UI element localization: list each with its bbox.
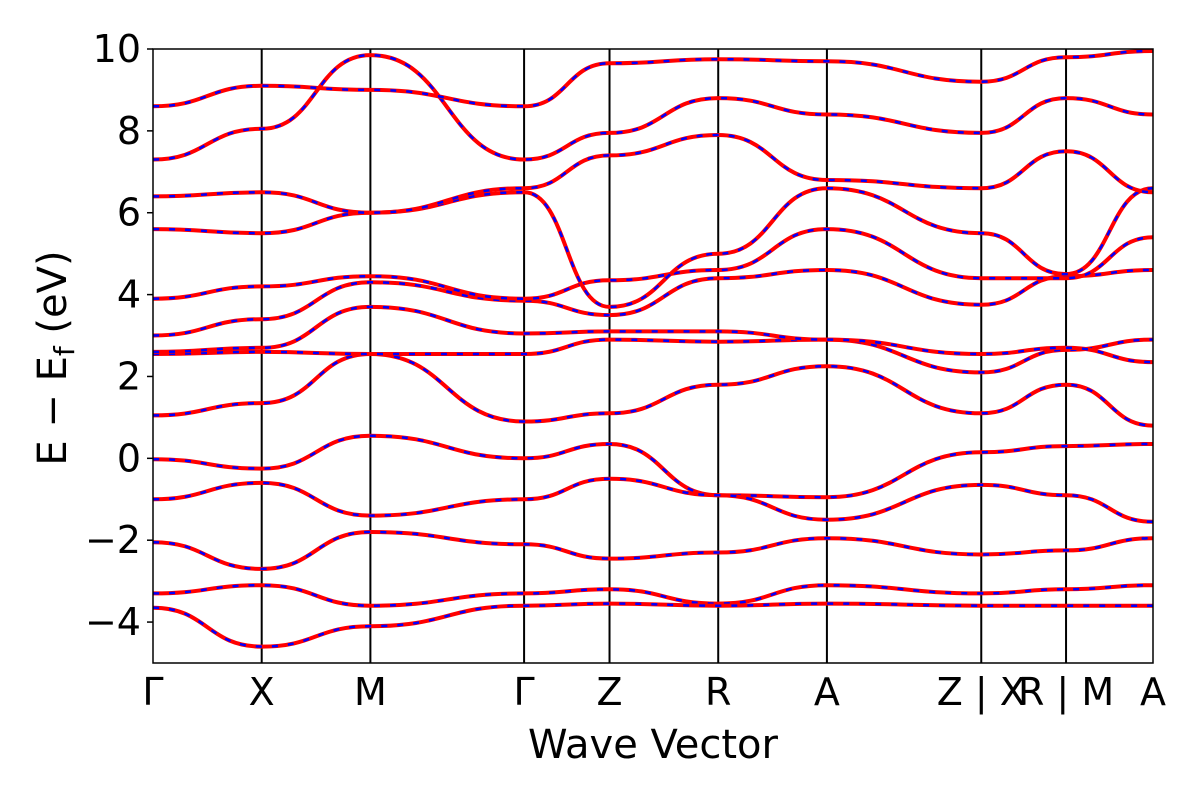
- y-axis-label: E − Ef (eV): [30, 250, 81, 465]
- band-series-line: [153, 337, 1153, 375]
- y-tick-label: 10: [93, 27, 141, 71]
- x-tick-label: R: [705, 670, 731, 714]
- x-tick-label: Z | X: [937, 670, 1026, 715]
- kpoint-lines: [260, 49, 1068, 663]
- x-tick-label: A: [1140, 670, 1166, 714]
- band-series-dash: [153, 133, 1153, 214]
- y-tick-label: 2: [117, 354, 141, 398]
- band-series-dash: [153, 49, 1153, 108]
- y-tick-label: 8: [117, 109, 141, 153]
- y-tick-label: −4: [85, 600, 141, 644]
- x-tick-label: A: [814, 670, 840, 714]
- band-series-dash: [153, 602, 1153, 648]
- band-series-dash: [153, 305, 1153, 364]
- band-series-dash: [153, 352, 1153, 427]
- band-series-line: [153, 476, 1153, 524]
- band-series-line: [153, 352, 1153, 428]
- x-tick-labels: Γ X M Γ Z R A Z | XR | M A: [142, 670, 1166, 715]
- x-tick-label: Γ: [514, 670, 535, 714]
- band-series-line: [153, 530, 1153, 571]
- band-series-line: [153, 601, 1153, 649]
- band-series-line: [153, 433, 1153, 500]
- x-axis-label: Wave Vector: [528, 722, 779, 768]
- band-lines: [153, 49, 1153, 649]
- band-series-dash: [153, 268, 1153, 337]
- x-tick-label: R | M: [1018, 670, 1114, 715]
- band-series-line: [153, 133, 1153, 215]
- y-tick-label: −2: [85, 518, 141, 562]
- band-series-dash: [153, 338, 1153, 374]
- y-axis-label-text: E − Ef (eV): [30, 250, 81, 465]
- y-tick-label: 6: [117, 191, 141, 235]
- y-tick-labels: 10 8 6 4 2 0 −2 −4: [85, 27, 153, 644]
- x-tick-label: X: [249, 670, 275, 714]
- plot-frame: [152, 48, 1154, 664]
- x-tick-label: Z: [596, 670, 622, 714]
- band-series-line: [153, 583, 1153, 608]
- band-series-dash: [153, 477, 1153, 524]
- y-tick-label: 0: [117, 436, 141, 480]
- x-tick-label: M: [354, 670, 387, 714]
- band-series-dash: [153, 186, 1153, 309]
- band-series-dash: [153, 53, 1153, 161]
- band-series-dash: [153, 227, 1153, 300]
- band-series-line: [153, 186, 1153, 309]
- y-tick-label: 4: [117, 273, 141, 317]
- band-series-dash: [153, 530, 1153, 571]
- x-tick-label: Γ: [142, 670, 163, 714]
